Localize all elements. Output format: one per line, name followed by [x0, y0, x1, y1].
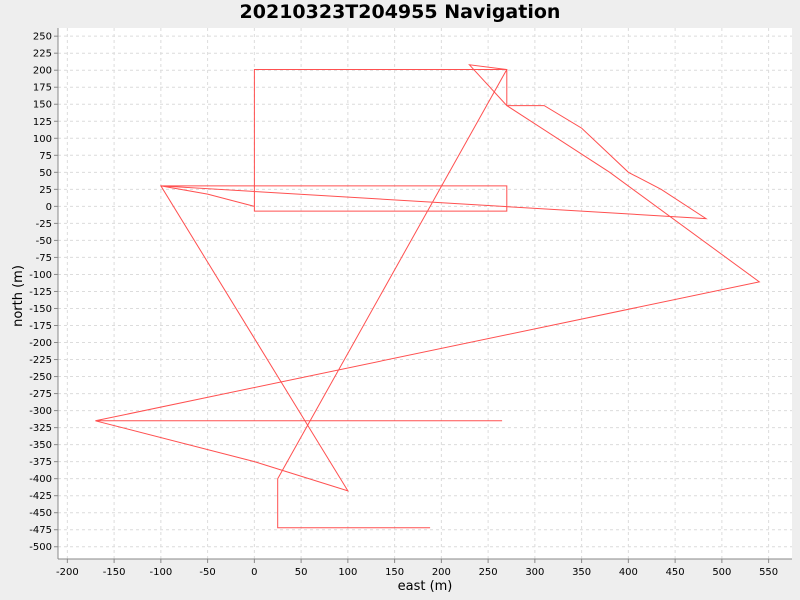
x-tick-label: -200	[56, 567, 79, 578]
x-tick-label: 500	[712, 567, 731, 578]
x-tick-label: 0	[251, 567, 257, 578]
y-tick-label: -25	[36, 219, 52, 230]
y-tick-label: -275	[29, 389, 52, 400]
y-tick-label: -450	[29, 508, 52, 519]
y-tick-label: -400	[29, 474, 52, 485]
y-tick-label: -50	[36, 236, 52, 247]
y-tick-label: -75	[36, 253, 52, 264]
y-axis-ticks: 2502252001751501251007550250-25-50-75-10…	[29, 32, 58, 553]
x-tick-label: -50	[199, 567, 215, 578]
x-tick-label: 300	[525, 567, 544, 578]
x-tick-label: 450	[666, 567, 685, 578]
x-tick-label: -100	[150, 567, 173, 578]
navigation-track-line	[95, 64, 761, 529]
y-axis-label: north (m)	[11, 265, 26, 327]
y-tick-label: -425	[29, 491, 52, 502]
x-axis-label: east (m)	[398, 579, 453, 594]
y-tick-label: 125	[33, 117, 52, 128]
y-tick-label: -200	[29, 338, 52, 349]
chart-title: 20210323T204955 Navigation	[240, 1, 561, 23]
x-tick-label: 350	[572, 567, 591, 578]
y-tick-label: -175	[29, 321, 52, 332]
y-tick-label: 225	[33, 49, 52, 60]
x-axis-ticks: -200 -150 -100 -50 0 50 100 150 200 250 300 350 400 4…	[56, 559, 778, 578]
plot-area	[58, 28, 792, 559]
y-tick-label: 250	[33, 32, 52, 43]
y-tick-label: -500	[29, 542, 52, 553]
x-tick-label: 50	[295, 567, 308, 578]
y-tick-label: -150	[29, 304, 52, 315]
x-tick-label: 150	[385, 567, 404, 578]
y-tick-label: -250	[29, 372, 52, 383]
y-tick-label: 100	[33, 134, 52, 145]
y-tick-label: -125	[29, 287, 52, 298]
y-tick-label: -475	[29, 525, 52, 536]
x-tick-label: 250	[479, 567, 498, 578]
y-tick-label: 75	[39, 151, 52, 162]
x-tick-label: 200	[432, 567, 451, 578]
y-tick-label: -300	[29, 406, 52, 417]
y-tick-label: 175	[33, 83, 52, 94]
y-tick-label: 50	[39, 168, 52, 179]
y-tick-label: -325	[29, 423, 52, 434]
series-group	[95, 64, 761, 529]
y-tick-label: -100	[29, 270, 52, 281]
grid-lines	[58, 28, 792, 559]
x-tick-label: 400	[619, 567, 638, 578]
y-tick-label: -350	[29, 440, 52, 451]
y-tick-label: 150	[33, 100, 52, 111]
y-tick-label: 25	[39, 185, 52, 196]
y-tick-label: -375	[29, 457, 52, 468]
x-tick-label: 550	[759, 567, 778, 578]
y-tick-label: 0	[46, 202, 52, 213]
x-tick-label: 100	[338, 567, 357, 578]
y-tick-label: 200	[33, 66, 52, 77]
y-tick-label: -225	[29, 355, 52, 366]
x-tick-label: -150	[103, 567, 126, 578]
